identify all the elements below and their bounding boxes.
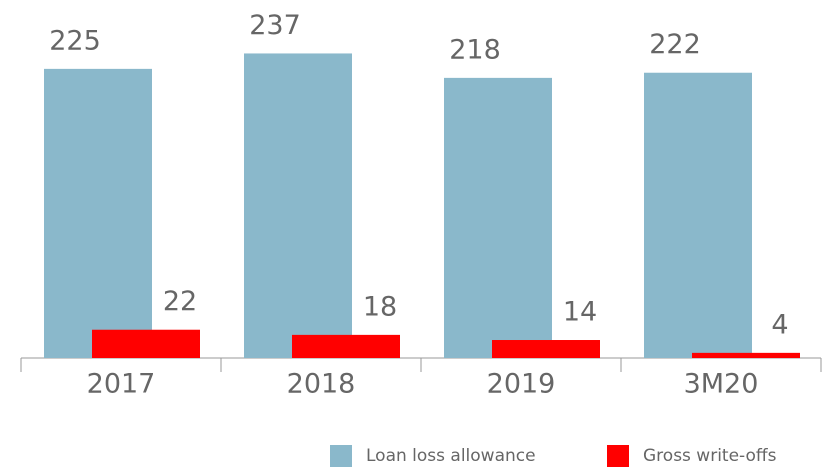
x-tick-label: 3M20	[684, 369, 759, 400]
x-tick-label: 2017	[87, 369, 156, 400]
legend-label: Loan loss allowance	[366, 446, 536, 466]
bar	[492, 340, 600, 358]
data-label: 237	[249, 10, 301, 41]
data-label: 18	[363, 291, 397, 322]
data-label: 218	[449, 34, 501, 65]
bar	[292, 334, 400, 358]
legend-swatch	[607, 445, 629, 467]
bar	[44, 68, 152, 358]
legend-label: Gross write-offs	[643, 446, 777, 466]
bar	[244, 53, 352, 358]
data-label: 14	[563, 297, 597, 328]
bar	[644, 72, 752, 358]
data-label: 222	[649, 29, 701, 60]
bar	[692, 352, 800, 358]
x-tick-label: 2019	[487, 369, 556, 400]
data-label: 22	[163, 286, 197, 317]
bar	[92, 329, 200, 358]
legend-swatch	[330, 445, 352, 467]
bar	[444, 77, 552, 359]
data-label: 225	[49, 25, 101, 56]
data-label: 4	[771, 309, 788, 340]
x-tick-label: 2018	[287, 369, 356, 400]
